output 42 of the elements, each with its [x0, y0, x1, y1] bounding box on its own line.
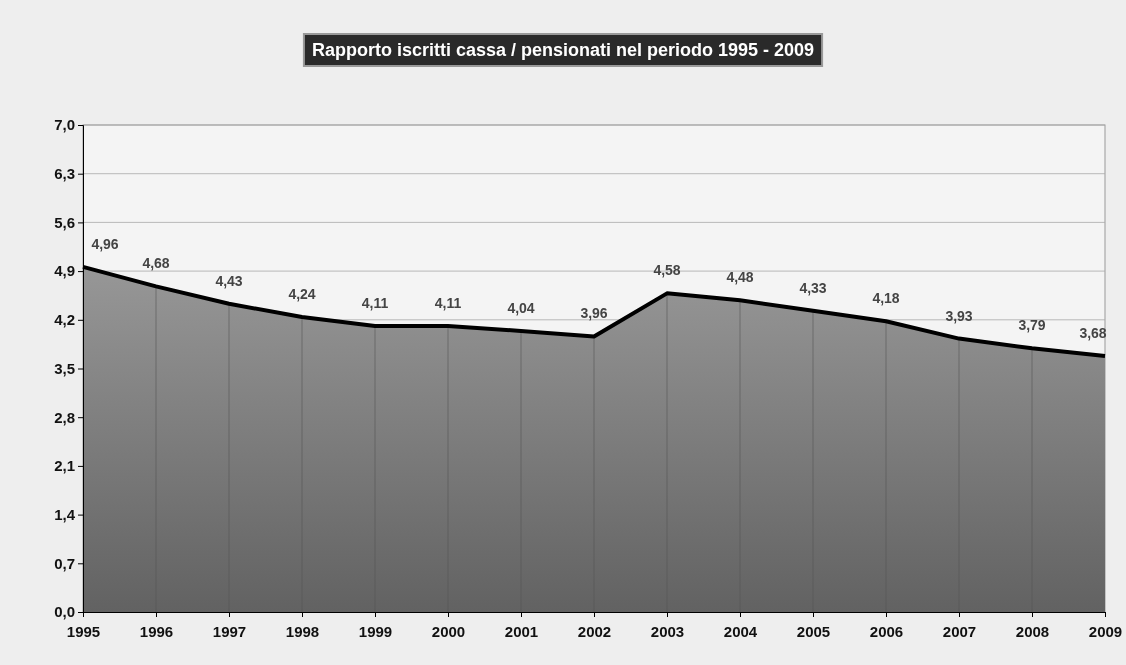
x-tick-label: 1997	[212, 622, 247, 640]
x-tick-label: 2005	[796, 622, 831, 640]
x-tick-label: 1998	[285, 622, 320, 640]
x-tick-label: 2008	[1015, 622, 1050, 640]
data-label: 4,18	[872, 290, 900, 307]
y-tick-label: 0,7	[54, 554, 75, 572]
y-tick-label: 2,8	[54, 408, 75, 426]
data-label: 4,96	[91, 235, 119, 252]
x-tick-label: 2002	[577, 622, 612, 640]
x-tick-label: 1995	[66, 622, 101, 640]
data-label: 4,68	[142, 255, 170, 272]
data-label: 4,11	[361, 295, 389, 312]
x-tick-label: 2000	[431, 622, 466, 640]
y-tick-label: 4,9	[54, 262, 75, 280]
data-label: 3,93	[945, 307, 973, 324]
data-label: 4,24	[288, 286, 316, 303]
y-tick-label: 5,6	[54, 213, 75, 231]
y-tick-label: 3,5	[54, 359, 75, 377]
x-tick-label: 1996	[139, 622, 174, 640]
data-label: 4,33	[799, 279, 827, 296]
y-tick-label: 6,3	[54, 165, 75, 182]
data-label: 3,96	[580, 305, 608, 322]
y-tick-label: 4,2	[54, 311, 75, 329]
data-label: 4,04	[507, 299, 535, 316]
y-tick-label: 2,1	[54, 457, 75, 475]
y-tick-label: 1,4	[54, 505, 76, 523]
x-tick-label: 2003	[650, 622, 685, 640]
y-tick-label: 0,0	[54, 603, 75, 621]
x-tick-label: 2006	[869, 622, 904, 640]
x-tick-label: 2009	[1088, 622, 1123, 640]
x-tick-label: 2001	[504, 622, 539, 640]
data-label: 3,68	[1079, 324, 1107, 341]
y-tick-label: 7,0	[54, 116, 75, 134]
x-tick-label: 2004	[723, 622, 758, 640]
data-label: 4,11	[434, 295, 462, 312]
x-tick-label: 1999	[358, 622, 393, 640]
data-label: 4,43	[215, 272, 243, 289]
x-tick-label: 2007	[942, 622, 977, 640]
data-label: 3,79	[1018, 317, 1046, 334]
chart-title: Rapporto iscritti cassa / pensionati nel periodo 1995 - 2009	[311, 40, 815, 60]
data-label: 4,48	[726, 269, 754, 286]
data-label: 4,58	[653, 262, 681, 279]
